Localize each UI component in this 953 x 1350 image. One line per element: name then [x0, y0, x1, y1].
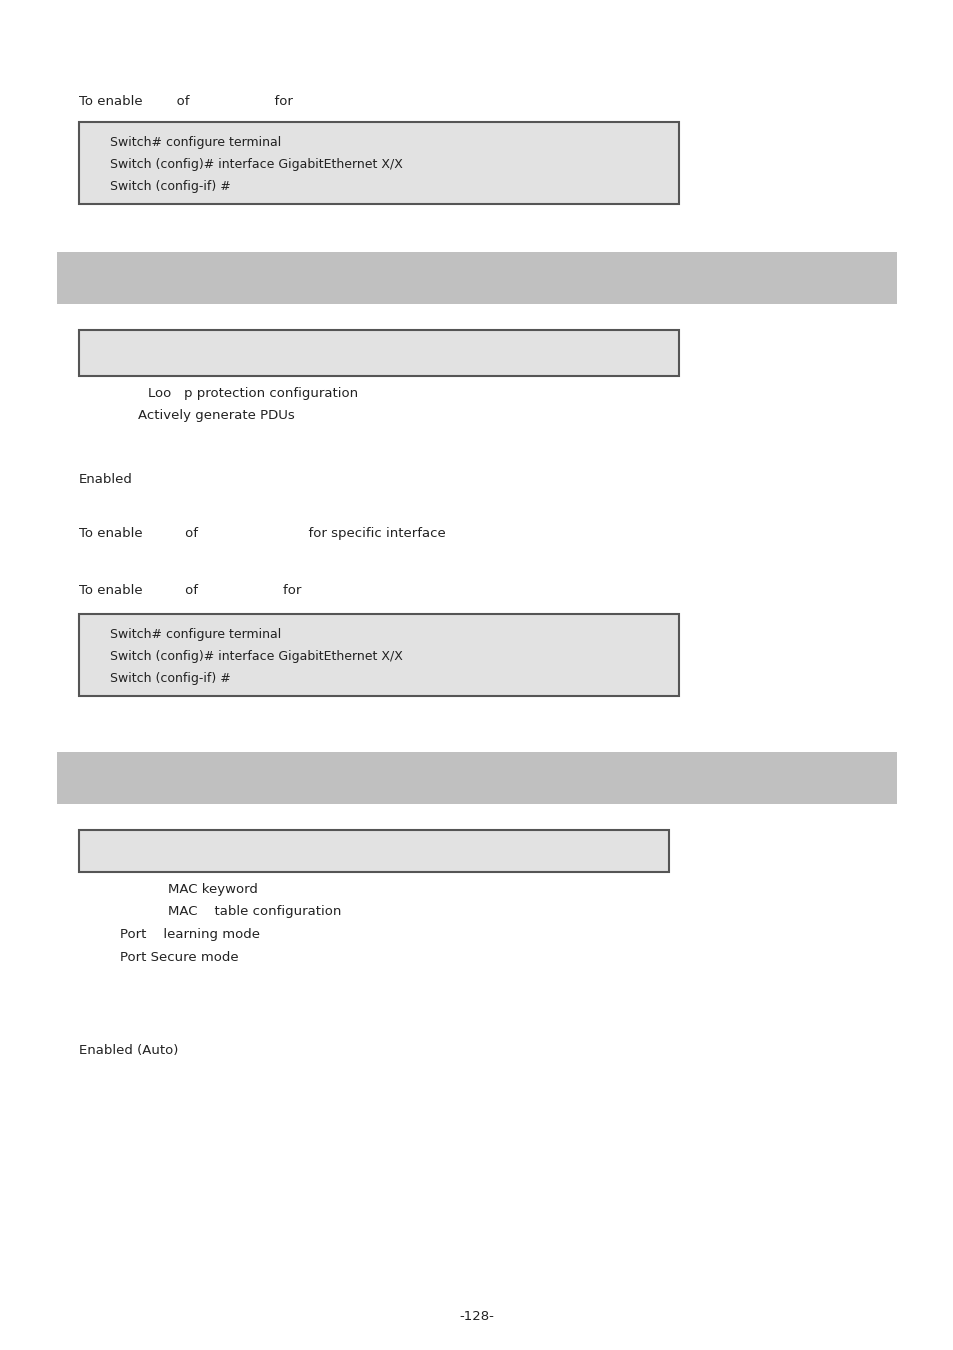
Text: To enable          of                          for specific interface: To enable of for specific interface — [79, 526, 445, 540]
Text: Switch (config)# interface GigabitEthernet X/X: Switch (config)# interface GigabitEthern… — [110, 649, 402, 663]
Bar — [79, 830, 668, 872]
Text: Switch (config)# interface GigabitEthernet X/X: Switch (config)# interface GigabitEthern… — [110, 158, 402, 171]
Bar — [57, 252, 896, 304]
Text: Switch (config-if) #: Switch (config-if) # — [110, 180, 231, 193]
Bar — [79, 614, 679, 697]
Bar — [57, 752, 896, 805]
Text: Switch# configure terminal: Switch# configure terminal — [110, 628, 281, 641]
Text: Enabled (Auto): Enabled (Auto) — [79, 1044, 178, 1057]
Text: Port Secure mode: Port Secure mode — [120, 950, 238, 964]
Text: Actively generate PDUs: Actively generate PDUs — [138, 409, 294, 423]
Text: Switch# configure terminal: Switch# configure terminal — [110, 136, 281, 148]
Text: -128-: -128- — [459, 1310, 494, 1323]
Text: MAC    table configuration: MAC table configuration — [168, 904, 341, 918]
Text: Switch (config-if) #: Switch (config-if) # — [110, 672, 231, 684]
Text: To enable        of                    for: To enable of for — [79, 95, 293, 108]
Bar — [79, 329, 679, 377]
Text: Enabled: Enabled — [79, 472, 132, 486]
Text: To enable          of                    for: To enable of for — [79, 585, 301, 597]
Bar — [79, 122, 679, 204]
Text: Loo   p protection configuration: Loo p protection configuration — [148, 387, 357, 400]
Text: Port    learning mode: Port learning mode — [120, 927, 260, 941]
Text: MAC keyword: MAC keyword — [168, 883, 257, 896]
